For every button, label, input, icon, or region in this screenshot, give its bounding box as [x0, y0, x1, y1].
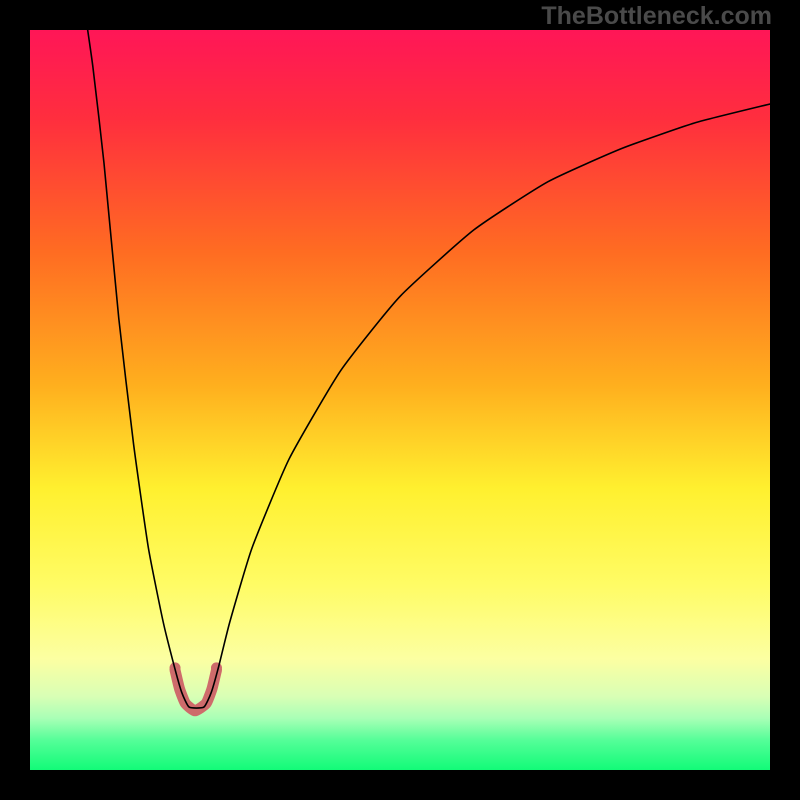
plot-svg: [30, 30, 770, 770]
gradient-background: [30, 30, 770, 770]
chart-frame: TheBottleneck.com: [0, 0, 800, 800]
watermark-text: TheBottleneck.com: [541, 2, 772, 31]
plot-area: [30, 30, 770, 770]
